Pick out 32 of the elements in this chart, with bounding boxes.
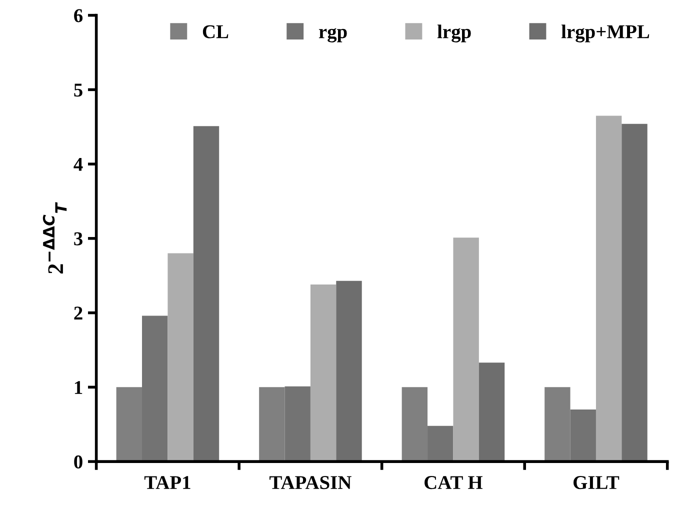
bar — [284, 386, 310, 462]
bar — [622, 124, 648, 462]
bar — [453, 238, 479, 462]
legend-label: CL — [202, 25, 228, 38]
bar — [168, 253, 194, 462]
y-axis-title: 2$^{−ΔΔC}$$_{T}$ — [42, 202, 67, 274]
y-tick-label: 6 — [74, 9, 83, 22]
x-tick-label: CAT H — [424, 476, 483, 490]
x-tick-label: TAP1 — [144, 476, 190, 489]
x-tick-label: GILT — [574, 476, 620, 490]
bar — [193, 126, 220, 462]
legend-label: lrgp — [437, 24, 471, 42]
bar — [310, 284, 336, 462]
bar — [116, 387, 142, 462]
x-tick-label: TAPASIN — [270, 476, 352, 490]
bar — [402, 387, 428, 462]
legend-label: rgp — [318, 28, 347, 42]
bar — [570, 409, 596, 462]
y-tick-label: 0 — [74, 455, 82, 468]
bar — [336, 280, 362, 462]
y-tick-label: 4 — [74, 158, 83, 171]
bar — [428, 426, 454, 462]
bar — [596, 116, 622, 462]
y-tick-label: 1 — [74, 381, 82, 394]
bar — [478, 362, 505, 462]
y-tick-label: 3 — [74, 232, 82, 246]
bar — [544, 387, 570, 462]
bar — [142, 316, 168, 462]
bar — [259, 387, 285, 462]
legend-label: lrgp+MPL — [561, 24, 650, 42]
y-tick-label: 2 — [74, 306, 82, 320]
y-tick-label: 5 — [74, 84, 82, 97]
